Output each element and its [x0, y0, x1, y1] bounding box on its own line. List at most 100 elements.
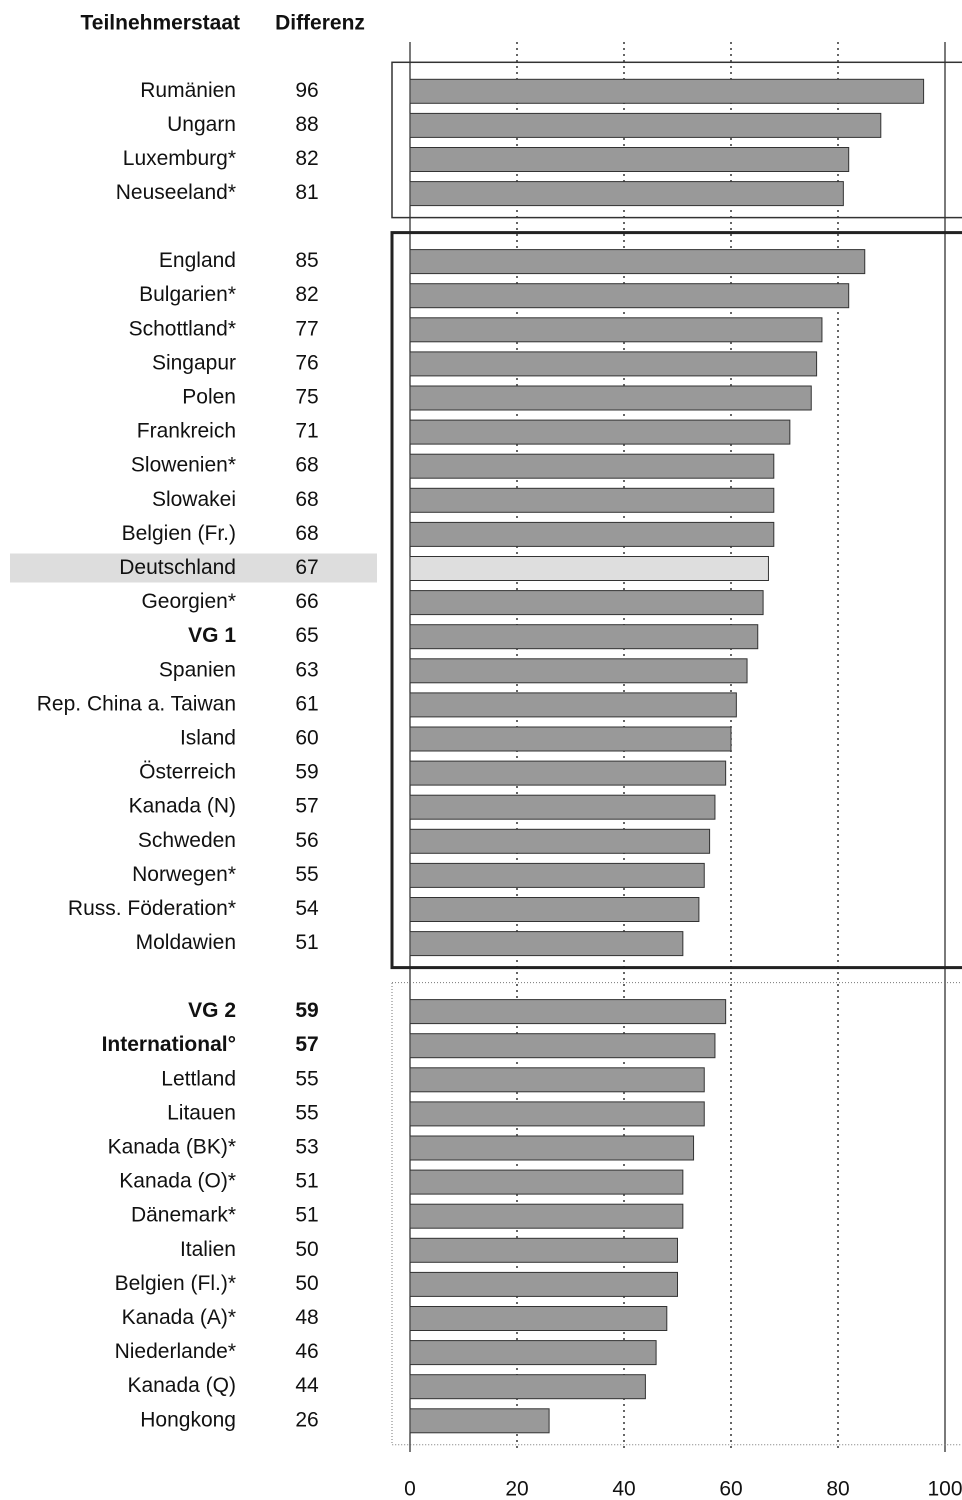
- x-tick-label: 20: [505, 1478, 528, 1500]
- bar: [409, 317, 823, 343]
- category-label: Norwegen*: [132, 863, 236, 886]
- bar: [409, 1408, 550, 1434]
- bar: [409, 419, 791, 445]
- category-label: Schweden: [138, 829, 236, 852]
- category-label: Deutschland: [119, 556, 236, 579]
- value-label: 55: [295, 863, 318, 886]
- value-label: 68: [295, 488, 318, 511]
- bar: [409, 897, 700, 922]
- x-tick-label: 40: [612, 1478, 635, 1500]
- category-label: Belgien (Fr.): [122, 522, 236, 545]
- category-label: Hongkong: [140, 1408, 236, 1431]
- category-label: Kanada (BK)*: [108, 1136, 236, 1159]
- bar: [409, 1101, 705, 1127]
- value-label: 82: [295, 283, 318, 306]
- value-label: 60: [295, 727, 318, 750]
- value-label: 54: [295, 897, 319, 920]
- bar: [409, 1135, 695, 1161]
- category-label: Slowenien*: [131, 454, 236, 477]
- bar: [409, 999, 727, 1025]
- category-label: Singapur: [152, 351, 236, 374]
- category-label: Luxemburg*: [123, 147, 236, 170]
- bar: [409, 1374, 646, 1400]
- value-label: 63: [295, 658, 318, 681]
- category-label: Kanada (A)*: [122, 1306, 236, 1329]
- category-label: Slowakei: [152, 488, 236, 511]
- value-label: 46: [295, 1340, 318, 1363]
- x-tick-label: 80: [826, 1478, 849, 1500]
- x-tick-label: 100: [927, 1478, 962, 1500]
- value-header: Differenz: [275, 12, 365, 35]
- value-label: 57: [295, 795, 318, 818]
- x-tick-label: 60: [719, 1478, 742, 1500]
- bar: [409, 78, 925, 104]
- value-label: 59: [295, 761, 318, 784]
- bar: [409, 1203, 684, 1229]
- category-label: Rep. China a. Taiwan: [37, 692, 236, 715]
- bar: [409, 1033, 716, 1059]
- bar: [409, 249, 866, 275]
- category-label: Kanada (O)*: [119, 1170, 236, 1193]
- value-label: 26: [295, 1408, 318, 1431]
- category-label: Ungarn: [167, 113, 236, 136]
- group-frame: [391, 982, 962, 1446]
- category-header: Teilnehmerstaat: [81, 12, 241, 35]
- category-label: Kanada (Q): [127, 1374, 236, 1397]
- category-label: Lettland: [161, 1067, 236, 1090]
- category-label: Island: [180, 727, 236, 750]
- value-label: 96: [295, 79, 318, 102]
- bar: [409, 1067, 705, 1093]
- bar: [409, 521, 775, 547]
- category-label: England: [159, 249, 236, 272]
- bar: [409, 760, 727, 786]
- value-label: 59: [295, 999, 318, 1022]
- value-label: 82: [295, 147, 318, 170]
- value-label: 50: [295, 1238, 318, 1261]
- value-label: 57: [295, 1033, 318, 1056]
- bar: [409, 283, 850, 309]
- bar: [409, 385, 812, 411]
- category-label: Österreich: [139, 761, 236, 784]
- value-label: 55: [295, 1101, 318, 1124]
- bar: [409, 487, 775, 513]
- bar: [409, 692, 737, 718]
- value-label: 68: [295, 522, 318, 545]
- category-label: Niederlande*: [115, 1340, 236, 1363]
- category-label: VG 2: [188, 999, 236, 1022]
- category-label: VG 1: [188, 624, 236, 647]
- bar: [409, 1271, 678, 1297]
- label-highlight: [10, 553, 377, 583]
- category-label: Belgien (Fl.)*: [115, 1272, 236, 1295]
- value-label: 61: [295, 692, 318, 715]
- category-label: Bulgarien*: [139, 283, 236, 306]
- category-label: Moldawien: [136, 931, 236, 954]
- bar: [409, 590, 764, 616]
- category-label: Polen: [182, 386, 236, 409]
- value-label: 88: [295, 113, 318, 136]
- bar: [409, 351, 818, 377]
- bar: [409, 147, 850, 172]
- category-label: Georgien*: [141, 590, 236, 613]
- category-label: Russ. Föderation*: [68, 897, 236, 920]
- category-label: Litauen: [167, 1101, 236, 1124]
- bar: [409, 1237, 678, 1263]
- category-label: Kanada (N): [129, 795, 236, 818]
- category-label: Spanien: [159, 658, 236, 681]
- category-label: Neuseeland*: [116, 181, 236, 204]
- bar: [409, 1306, 668, 1331]
- category-label: Dänemark*: [131, 1204, 236, 1227]
- bar: [409, 624, 759, 650]
- value-label: 66: [295, 590, 318, 613]
- value-label: 50: [295, 1272, 318, 1295]
- bar: [409, 726, 732, 752]
- bar: [409, 556, 769, 581]
- value-label: 44: [295, 1374, 319, 1397]
- value-label: 68: [295, 454, 318, 477]
- value-label: 71: [295, 420, 318, 443]
- value-label: 81: [295, 181, 318, 204]
- value-label: 76: [295, 351, 318, 374]
- value-label: 51: [295, 1170, 318, 1193]
- x-tick-label: 0: [404, 1478, 416, 1500]
- value-label: 75: [295, 386, 318, 409]
